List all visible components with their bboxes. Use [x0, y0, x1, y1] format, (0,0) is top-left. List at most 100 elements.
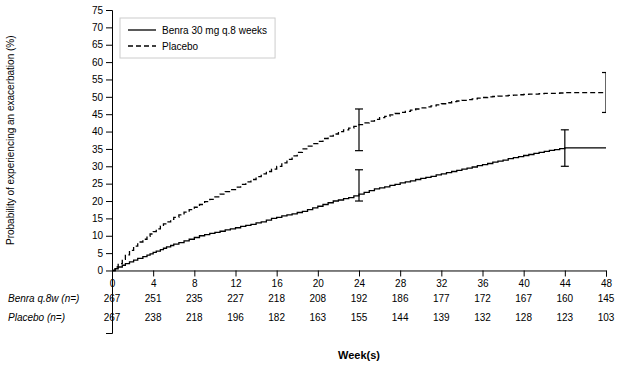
at-risk-number: 160 — [556, 293, 573, 304]
x-tick-label: 44 — [560, 278, 572, 289]
x-tick: 12 — [230, 270, 242, 288]
at-risk-number: 144 — [392, 312, 409, 323]
at-risk-number: 208 — [309, 293, 326, 304]
y-tick-label: 15 — [92, 213, 104, 224]
x-axis: 04812162024283236404448 — [110, 270, 613, 288]
x-tick-label: 32 — [436, 278, 448, 289]
error-bar-stem — [564, 130, 565, 166]
at-risk-number: 235 — [186, 293, 203, 304]
x-tick: 40 — [519, 270, 531, 288]
y-tick-label: 5 — [97, 248, 103, 259]
error-bar-cap-high — [602, 72, 606, 73]
y-tick-label: 45 — [92, 109, 104, 120]
error-bar — [602, 73, 606, 113]
error-bar-cap-high — [355, 169, 363, 170]
marks — [112, 73, 606, 271]
y-tick-label: 20 — [92, 196, 104, 207]
y-tick-mark — [106, 166, 112, 167]
at-risk-number: 163 — [309, 312, 326, 323]
y-tick-mark — [106, 79, 112, 80]
y-tick: 0 — [97, 265, 112, 276]
at-risk-number: 177 — [433, 293, 450, 304]
at-risk-number: 139 — [433, 312, 450, 323]
x-tick-label: 4 — [151, 278, 157, 289]
x-tick-label: 0 — [110, 278, 116, 289]
error-bar-stem — [358, 109, 359, 151]
x-tick-label: 12 — [230, 278, 242, 289]
y-tick-label: 60 — [92, 57, 104, 68]
error-bar-stem — [358, 170, 359, 201]
legend-label: Benra 30 mg q.8 weeks — [162, 25, 267, 36]
x-tick-label: 36 — [477, 278, 489, 289]
y-tick: 10 — [92, 230, 112, 241]
legend-swatch — [128, 29, 156, 30]
y-tick: 30 — [92, 161, 112, 172]
step-line — [112, 148, 606, 271]
error-bar-cap-low — [602, 112, 606, 113]
at-risk-number: 123 — [556, 312, 573, 323]
y-tick: 60 — [92, 57, 112, 68]
x-tick: 44 — [560, 270, 572, 288]
error-bar-cap-high — [355, 108, 363, 109]
at-risk-number: 182 — [268, 312, 285, 323]
error-bar — [561, 130, 569, 166]
y-tick: 45 — [92, 109, 112, 120]
legend: Benra 30 mg q.8 weeks Placebo — [120, 18, 275, 58]
x-tick-mark — [318, 270, 319, 276]
x-tick-mark — [524, 270, 525, 276]
at-risk-number: 167 — [515, 293, 532, 304]
y-tick: 65 — [92, 39, 112, 50]
at-risk-number: 196 — [227, 312, 244, 323]
y-tick-mark — [106, 253, 112, 254]
at-risk-number: 227 — [227, 293, 244, 304]
legend-label: Placebo — [162, 41, 199, 52]
x-tick-label: 8 — [192, 278, 198, 289]
y-tick-mark — [106, 27, 112, 28]
x-tick-mark — [483, 270, 484, 276]
x-tick-mark — [441, 270, 442, 276]
x-tick: 0 — [110, 270, 116, 288]
at-risk-label: Placebo (n=) — [8, 312, 65, 323]
y-tick: 55 — [92, 74, 112, 85]
at-risk-number: 103 — [598, 312, 615, 323]
x-tick: 4 — [151, 270, 157, 288]
error-bar-cap-low — [355, 150, 363, 151]
y-tick-mark — [106, 218, 112, 219]
step-line — [112, 93, 606, 271]
y-tick-mark — [106, 236, 112, 237]
y-tick: 5 — [97, 248, 112, 259]
x-tick: 28 — [395, 270, 407, 288]
y-tick-mark — [106, 45, 112, 46]
y-tick-label: 25 — [92, 178, 104, 189]
y-tick: 15 — [92, 213, 112, 224]
chart: 0510152025303540455055606570750481216202… — [0, 0, 626, 367]
y-tick: 70 — [92, 22, 112, 33]
at-risk-number: 192 — [351, 293, 368, 304]
y-tick-label: 10 — [92, 230, 104, 241]
x-tick: 48 — [601, 270, 613, 288]
at-risk-label: Benra q.8w (n=) — [8, 293, 79, 304]
x-tick-mark — [153, 270, 154, 276]
y-tick-label: 35 — [92, 144, 104, 155]
at-risk-number: 145 — [598, 293, 615, 304]
x-tick-mark — [606, 270, 607, 276]
error-bar-cap-low — [355, 200, 363, 201]
y-tick-label: 0 — [97, 265, 103, 276]
y-tick-mark — [106, 62, 112, 63]
x-tick-label: 48 — [601, 278, 613, 289]
y-tick-label: 30 — [92, 161, 104, 172]
y-tick-mark — [106, 184, 112, 185]
x-tick: 20 — [313, 270, 325, 288]
at-risk-number: 155 — [351, 312, 368, 323]
x-tick: 8 — [192, 270, 198, 288]
y-tick-mark — [106, 201, 112, 202]
at-risk-number: 267 — [104, 293, 121, 304]
y-tick: 40 — [92, 126, 112, 137]
y-tick-mark — [106, 97, 112, 98]
at-risk-number: 251 — [145, 293, 162, 304]
x-tick-mark — [565, 270, 566, 276]
at-risk-number: 218 — [186, 312, 203, 323]
y-tick: 50 — [92, 92, 112, 103]
y-tick-mark — [106, 132, 112, 133]
x-tick-label: 40 — [519, 278, 531, 289]
